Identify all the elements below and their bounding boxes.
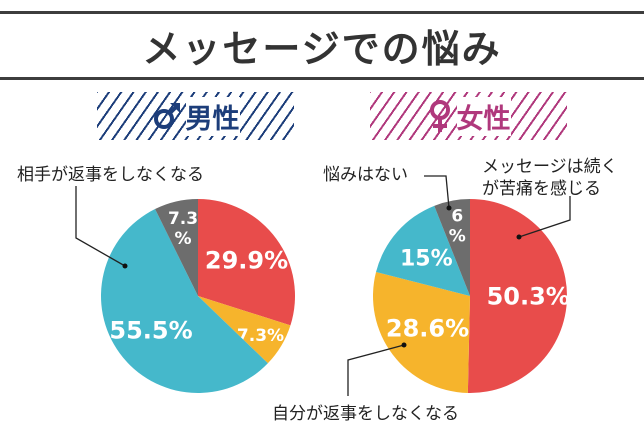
pie-female-label-3-0: 6 — [451, 206, 463, 226]
pie-female-label-2: 15% — [400, 247, 453, 272]
leader-female-painful-dot — [516, 234, 522, 240]
leader-female-self-line — [347, 344, 405, 396]
pie-female-slice-1 — [372, 272, 470, 393]
male-symbol-icon — [153, 103, 180, 129]
pie-male-slice-1 — [198, 296, 291, 364]
male-header-band: 男性 — [97, 92, 294, 140]
callout-female-self-stops: 自分が返事をしなくなる — [272, 404, 459, 424]
pie-male-label-2: 55.5% — [109, 316, 192, 344]
leader-female-noworries-dot — [446, 205, 452, 211]
female-header: 女性 — [423, 96, 515, 136]
pie-female-label-3-1: % — [449, 226, 466, 246]
pie-female-slice-3 — [434, 199, 470, 296]
callout-male-partner-stops: 相手が返事をしなくなる — [17, 165, 204, 185]
female-symbol-icon — [429, 100, 450, 132]
leader-female-noworries-line — [424, 175, 450, 209]
callout-female-painful-line2: が苦痛を感じる — [482, 179, 601, 199]
leader-female-painful-line — [518, 196, 571, 238]
pie-female-slice-2 — [376, 205, 470, 296]
male-title: 男性 — [185, 96, 240, 136]
leader-female-self-dot — [401, 342, 407, 348]
callout-female-no-worries: 悩みはない — [323, 165, 408, 185]
pie-male-label-0: 29.9% — [205, 246, 288, 274]
pie-male-slice-3 — [155, 199, 198, 296]
callout-female-painful-line1: メッセージは続く — [482, 157, 618, 177]
title-bottom-rule — [0, 77, 644, 80]
female-title: 女性 — [456, 96, 511, 136]
pie-male-label-3-1: % — [174, 229, 191, 249]
pie-male-slice-2 — [100, 209, 268, 394]
leader-male-partner-dot — [122, 263, 128, 269]
pie-male-slice-0 — [198, 199, 295, 326]
title-top-rule — [0, 11, 644, 14]
female-header-band: 女性 — [370, 92, 567, 140]
pie-male-label-3-0: 7.3 — [168, 209, 198, 229]
pie-female-label-0: 50.3% — [487, 283, 570, 311]
pie-male-label-1: 7.3% — [237, 326, 284, 346]
leader-male-partner-line — [75, 186, 126, 267]
page-title: メッセージでの悩み — [142, 27, 502, 71]
pie-female-slice-0 — [467, 198, 568, 394]
male-header: 男性 — [148, 96, 244, 136]
pie-female-label-1: 28.6% — [386, 314, 469, 342]
